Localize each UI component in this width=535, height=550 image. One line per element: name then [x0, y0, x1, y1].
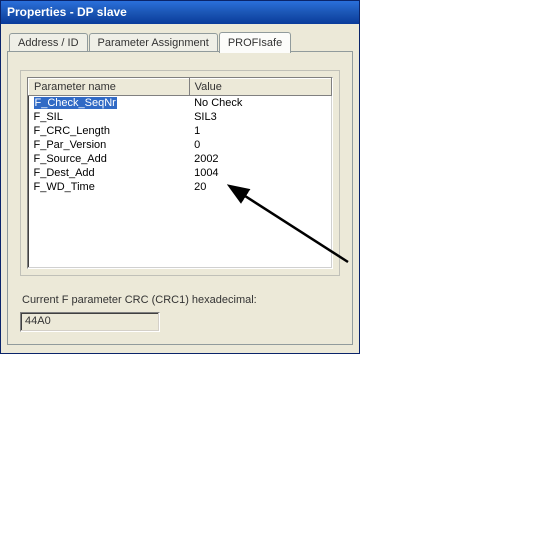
table-row[interactable]: F_Source_Add 2002: [29, 152, 332, 166]
table-row[interactable]: F_Par_Version 0: [29, 138, 332, 152]
param-name: F_WD_Time: [29, 180, 190, 194]
param-value: 2002: [189, 152, 331, 166]
tab-parameter-assignment[interactable]: Parameter Assignment: [89, 33, 218, 52]
param-name: F_Dest_Add: [29, 166, 190, 180]
column-header-value[interactable]: Value: [189, 79, 331, 96]
param-value: 20: [189, 180, 331, 194]
tab-address-id[interactable]: Address / ID: [9, 33, 88, 52]
crc-value: 44A0: [25, 315, 51, 327]
properties-window: Properties - DP slave Address / ID Param…: [0, 0, 360, 354]
table-header-row: Parameter name Value: [29, 79, 332, 96]
client-area: Address / ID Parameter Assignment PROFIs…: [1, 24, 359, 353]
table-row[interactable]: F_SIL SIL3: [29, 110, 332, 124]
param-value: SIL3: [189, 110, 331, 124]
tab-profisafe[interactable]: PROFIsafe: [219, 32, 291, 53]
param-value: 1: [189, 124, 331, 138]
parameters-table: Parameter name Value F_Check_SeqNr No Ch…: [28, 78, 332, 194]
param-value: 0: [189, 138, 331, 152]
param-value: No Check: [189, 96, 331, 111]
tab-label: Parameter Assignment: [98, 37, 209, 49]
table-row[interactable]: F_WD_Time 20: [29, 180, 332, 194]
param-name: F_Check_SeqNr: [34, 97, 117, 109]
window-title: Properties - DP slave: [7, 5, 127, 19]
param-name: F_Par_Version: [29, 138, 190, 152]
crc-value-field: 44A0: [20, 312, 160, 332]
table-row[interactable]: F_Dest_Add 1004: [29, 166, 332, 180]
table-row[interactable]: F_CRC_Length 1: [29, 124, 332, 138]
tabs: Address / ID Parameter Assignment PROFIs…: [9, 30, 353, 51]
param-name: F_Source_Add: [29, 152, 190, 166]
titlebar[interactable]: Properties - DP slave: [1, 1, 359, 24]
table-row[interactable]: F_Check_SeqNr No Check: [29, 96, 332, 111]
column-header-name[interactable]: Parameter name: [29, 79, 190, 96]
param-value: 1004: [189, 166, 331, 180]
parameters-listbox[interactable]: Parameter name Value F_Check_SeqNr No Ch…: [27, 77, 333, 269]
tab-label: Address / ID: [18, 37, 79, 49]
param-name: F_SIL: [29, 110, 190, 124]
crc-label: Current F parameter CRC (CRC1) hexadecim…: [20, 294, 340, 306]
parameters-group: Parameter name Value F_Check_SeqNr No Ch…: [20, 70, 340, 276]
tab-label: PROFIsafe: [228, 37, 282, 49]
param-name: F_CRC_Length: [29, 124, 190, 138]
tab-panel: Parameter name Value F_Check_SeqNr No Ch…: [7, 51, 353, 345]
